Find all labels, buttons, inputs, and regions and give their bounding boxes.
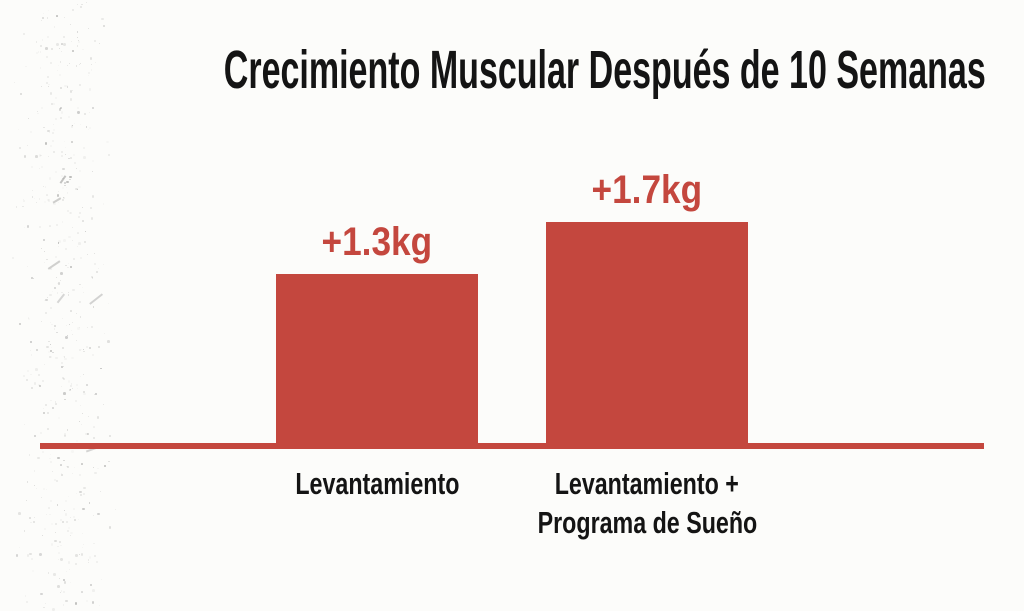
x-axis-baseline — [40, 443, 984, 449]
value-label-levantamiento: +1.3kg — [321, 220, 433, 264]
bar-group-levantamiento-sueno: +1.7kg — [546, 167, 748, 443]
value-label-levantamiento-sueno: +1.7kg — [591, 168, 703, 212]
category-label-levantamiento-sueno: Levantamiento + Programa de Sueño — [537, 466, 757, 540]
bar-levantamiento — [276, 274, 478, 443]
bar-levantamiento-sueno — [546, 222, 748, 443]
chart-title-text: Crecimiento Muscular Después de 10 Seman… — [223, 40, 986, 100]
bar-group-levantamiento: +1.3kg — [276, 219, 478, 443]
chart-title: Crecimiento Muscular Después de 10 Seman… — [0, 38, 1024, 103]
category-label-levantamiento: Levantamiento — [294, 466, 460, 501]
